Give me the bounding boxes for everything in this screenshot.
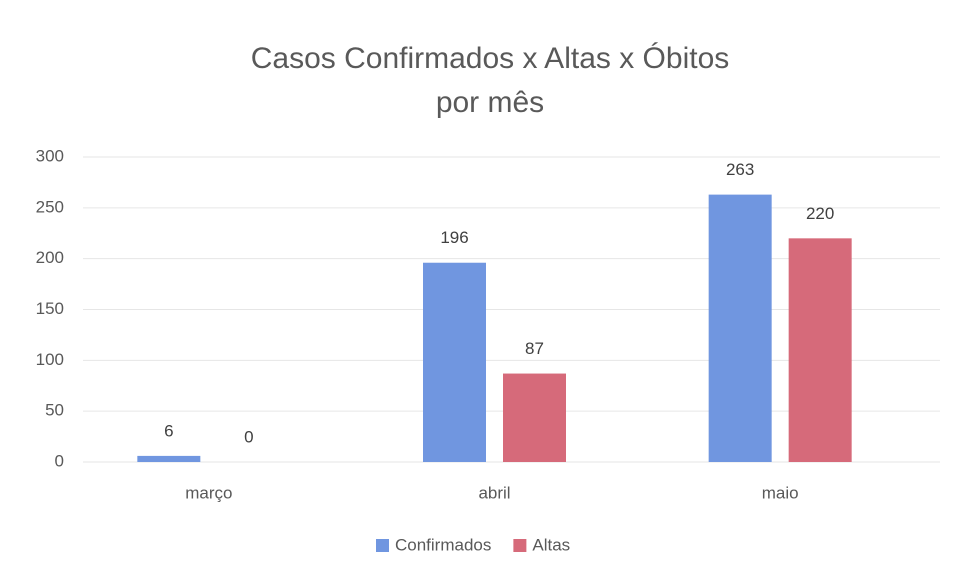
data-label: 263 [726, 160, 754, 179]
x-tick-label: maio [762, 483, 799, 502]
chart-title: Casos Confirmados x Altas x Óbitos [251, 42, 730, 75]
bar [503, 373, 566, 462]
x-tick-label: abril [478, 483, 510, 502]
data-label: 87 [525, 339, 544, 358]
bar [423, 262, 486, 462]
bar [708, 194, 772, 462]
y-tick-label: 150 [36, 299, 64, 318]
x-tick-label: março [185, 483, 232, 502]
data-label: 0 [244, 427, 253, 446]
legend-swatch [513, 539, 527, 552]
legend-label: Confirmados [395, 535, 491, 554]
y-tick-label: 100 [36, 350, 64, 369]
data-label: 220 [806, 204, 834, 223]
y-tick-label: 50 [45, 401, 64, 420]
chart-title: por mês [436, 86, 544, 119]
bar [788, 238, 852, 462]
bar [137, 455, 201, 462]
y-tick-label: 200 [36, 248, 64, 267]
legend-label: Altas [532, 535, 570, 554]
y-tick-label: 300 [36, 146, 64, 165]
y-tick-label: 250 [36, 197, 64, 216]
data-label: 6 [164, 421, 173, 440]
y-tick-label: 0 [55, 451, 64, 470]
data-label: 196 [440, 228, 468, 247]
legend-swatch [376, 539, 389, 552]
